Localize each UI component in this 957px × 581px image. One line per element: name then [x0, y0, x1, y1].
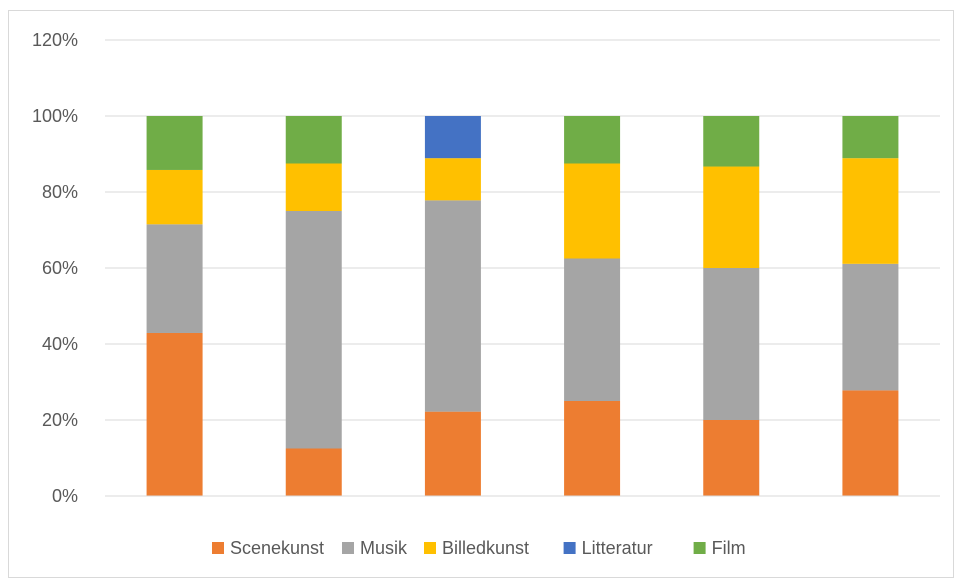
legend-label: Film: [712, 538, 746, 558]
legend-label: Litteratur: [582, 538, 653, 558]
bar-stack: [564, 116, 621, 496]
legend-item-billedkunst: Billedkunst: [424, 538, 529, 558]
bar-segment-musik: [564, 258, 621, 401]
y-tick-label: 80%: [42, 182, 78, 202]
bar-segment-scenekunst: [842, 390, 899, 496]
bar-segment-film: [285, 116, 342, 164]
bar-segment-billedkunst: [842, 158, 899, 264]
bar-segment-musik: [424, 200, 481, 412]
bar-segment-litteratur: [424, 116, 481, 159]
bar-segment-billedkunst: [564, 163, 621, 259]
bar-segment-billedkunst: [146, 169, 203, 225]
legend-label: Billedkunst: [442, 538, 529, 558]
legend-swatch: [424, 542, 436, 554]
legend-item-film: Film: [693, 538, 746, 558]
y-tick-label: 0%: [52, 486, 78, 506]
legend-label: Scenekunst: [230, 538, 324, 558]
bars: [146, 116, 899, 496]
bar-segment-musik: [146, 224, 203, 333]
y-axis-tick-labels: 0% 20% 40% 60% 80% 100% 120%: [32, 30, 78, 506]
bar-segment-scenekunst: [703, 420, 760, 496]
legend-swatch: [212, 542, 224, 554]
y-tick-label: 60%: [42, 258, 78, 278]
bar-segment-billedkunst: [703, 166, 760, 268]
legend-label: Musik: [360, 538, 408, 558]
legend-item-scenekunst: Scenekunst: [212, 538, 324, 558]
y-tick-label: 20%: [42, 410, 78, 430]
bar-segment-scenekunst: [564, 401, 621, 496]
bar-segment-scenekunst: [285, 448, 342, 496]
bar-stack: [703, 116, 760, 496]
bar-segment-film: [564, 116, 621, 164]
gridlines: [105, 39, 940, 421]
bar-segment-scenekunst: [146, 332, 203, 496]
y-tick-label: 40%: [42, 334, 78, 354]
legend-swatch: [563, 542, 576, 554]
bar-segment-scenekunst: [424, 411, 481, 496]
bar-segment-billedkunst: [285, 163, 342, 211]
bar-stack: [424, 116, 481, 496]
bar-segment-musik: [703, 268, 760, 420]
legend-swatch: [342, 542, 354, 554]
y-tick-label: 120%: [32, 30, 78, 50]
bar-segment-film: [842, 116, 899, 159]
y-tick-label: 100%: [32, 106, 78, 126]
bar-stack: [285, 116, 342, 496]
bar-segment-film: [703, 116, 760, 167]
bar-segment-musik: [285, 211, 342, 449]
legend-item-litteratur: Litteratur: [563, 538, 653, 558]
legend-swatch: [693, 542, 706, 554]
legend: Scenekunst Musik Billedkunst Litteratur Film: [212, 538, 746, 558]
bar-stack: [842, 116, 899, 496]
legend-item-musik: Musik: [342, 538, 408, 558]
bar-segment-billedkunst: [424, 158, 481, 201]
bar-stack: [146, 116, 203, 496]
bar-segment-musik: [842, 263, 899, 391]
bar-segment-film: [146, 116, 203, 170]
